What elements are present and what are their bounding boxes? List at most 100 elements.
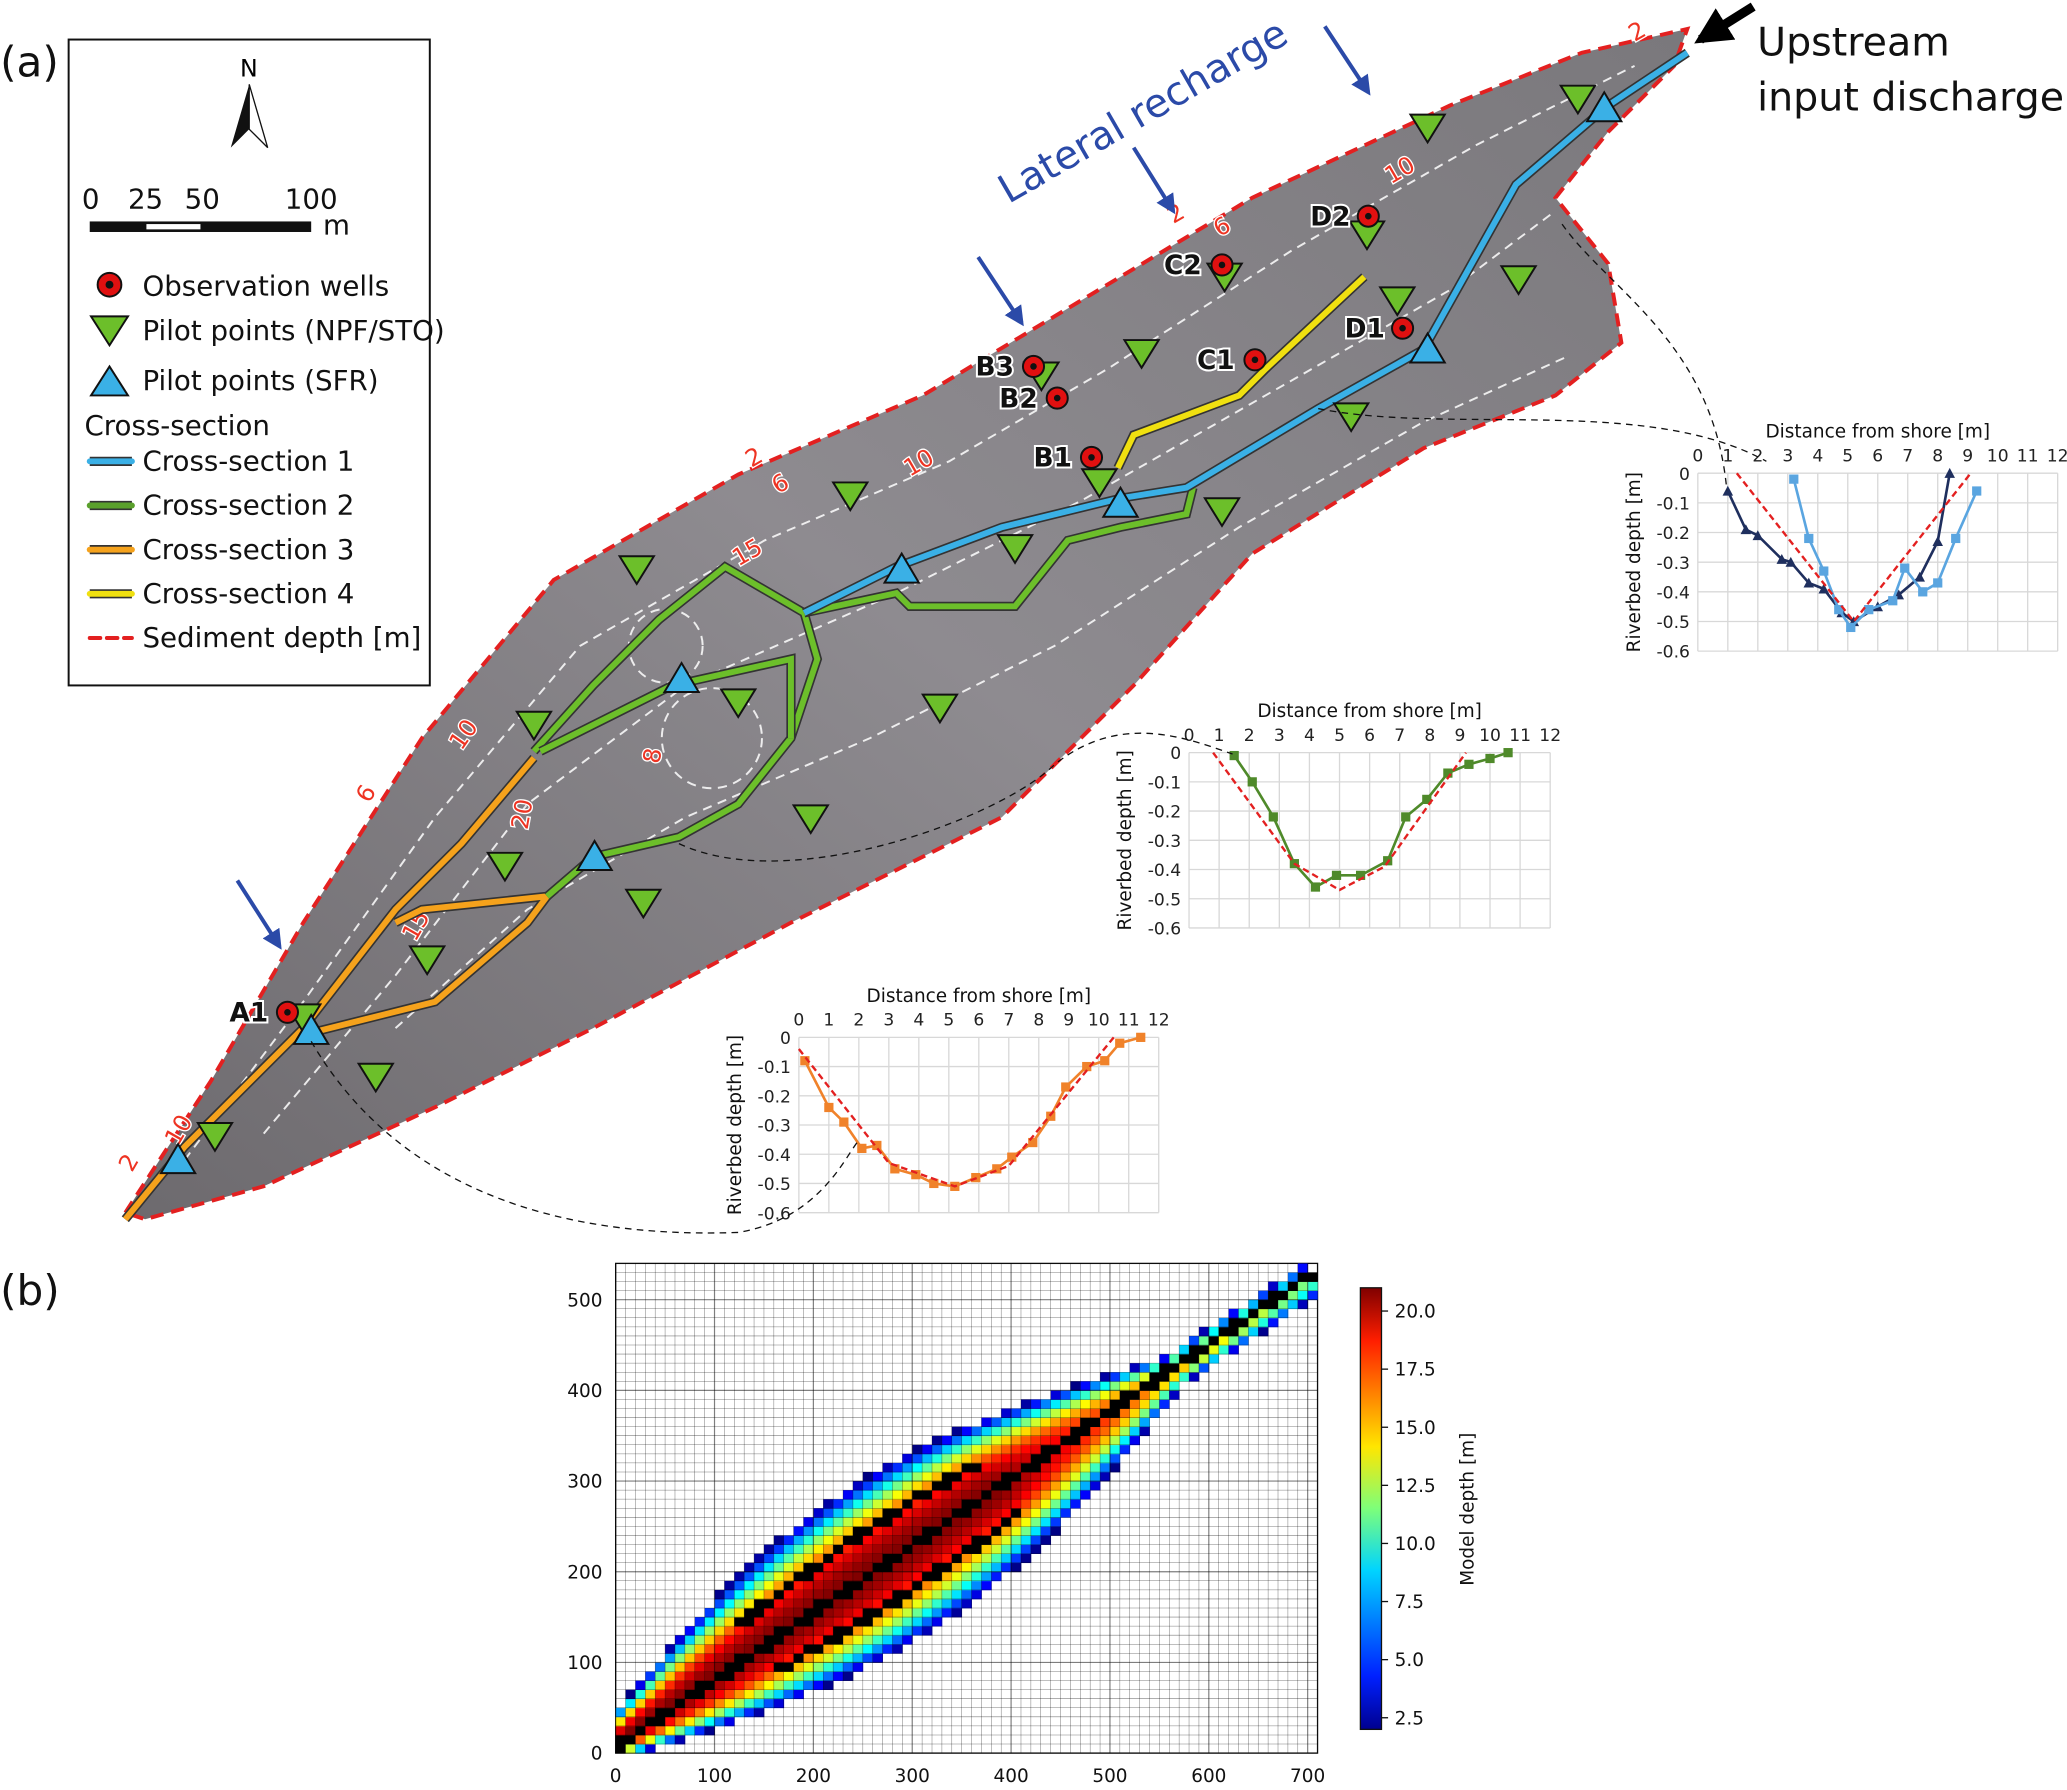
heatmap-cell: [763, 1698, 775, 1709]
x-tick-label: 12: [1539, 726, 1561, 746]
heatmap-cell: [1228, 1345, 1239, 1355]
heatmap-cell: [665, 1716, 676, 1727]
scale-label-100: 100: [285, 182, 338, 215]
well-center: [1088, 454, 1095, 461]
heatmap-cell: [635, 1734, 646, 1745]
heatmap-cell: [941, 1508, 953, 1518]
heatmap-cell: [872, 1535, 883, 1545]
heatmap-cell: [912, 1453, 923, 1464]
scale-label-25: 25: [128, 182, 163, 215]
heatmap-cell: [882, 1580, 893, 1591]
data-point: [1804, 533, 1814, 544]
heatmap-cell: [714, 1707, 725, 1718]
heatmap-cell: [783, 1553, 794, 1564]
heatmap-cell: [714, 1716, 725, 1727]
heatmap-cell: [843, 1571, 854, 1582]
heatmap-cell: [1001, 1408, 1012, 1418]
heatmap-cell: [803, 1671, 814, 1681]
heatmap-cell: [912, 1626, 923, 1636]
heatmap-cell: [971, 1453, 982, 1464]
heatmap-cell: [813, 1553, 824, 1564]
heatmap-cell: [1070, 1499, 1081, 1509]
colorbar-tick-label: 10.0: [1395, 1534, 1436, 1555]
model-depth-grid: 0 100 200 300 400 500 600 700 0 100 200 300 400 500 2.…: [567, 1262, 1479, 1787]
heatmap-cell: [961, 1481, 972, 1491]
heatmap-cell: [971, 1508, 982, 1518]
heatmap-cell: [754, 1598, 765, 1609]
heatmap-cell: [674, 1671, 686, 1681]
x-tick-label: 12: [2047, 446, 2067, 466]
heatmap-cell: [625, 1698, 636, 1709]
heatmap-cell: [991, 1444, 1002, 1455]
heatmap-cell: [724, 1671, 735, 1681]
data-point: [857, 1143, 867, 1153]
heatmap-cell: [1129, 1435, 1141, 1446]
heatmap-cell: [1040, 1499, 1052, 1509]
heatmap-cell: [1040, 1453, 1052, 1464]
data-point: [1944, 467, 1955, 478]
heatmap-cell: [991, 1453, 1002, 1464]
pilot-point-sfr-icon: [159, 1142, 197, 1175]
heatmap-cell: [704, 1725, 715, 1736]
heatmap-cell: [1030, 1435, 1042, 1446]
heatmap-cell: [902, 1607, 913, 1618]
heatmap-cell: [882, 1544, 893, 1554]
heatmap-cell: [734, 1580, 745, 1591]
heatmap-cell: [961, 1517, 972, 1527]
heatmap-cell: [754, 1698, 765, 1709]
heatmap-cell: [941, 1517, 953, 1527]
heatmap-cell: [734, 1607, 745, 1618]
x-tick-label: 300: [895, 1766, 930, 1787]
heatmap-cell: [971, 1544, 982, 1554]
heatmap-cell: [813, 1644, 824, 1654]
heatmap-cell: [635, 1744, 646, 1754]
heatmap-cell: [1011, 1535, 1022, 1545]
heatmap-cell: [714, 1680, 725, 1691]
heatmap-cell: [981, 1471, 992, 1482]
heatmap-cell: [843, 1598, 854, 1609]
heatmap-cell: [862, 1635, 874, 1645]
heatmap-cell: [1189, 1363, 1200, 1373]
heatmap-cell: [872, 1589, 883, 1600]
heatmap-cell: [1080, 1462, 1091, 1473]
heatmap-cell: [852, 1580, 864, 1591]
heatmap-cell: [912, 1526, 923, 1536]
heatmap-cell: [932, 1589, 943, 1600]
heatmap-cell: [1297, 1281, 1309, 1291]
heatmap-cell: [1011, 1553, 1022, 1564]
heatmap-cell: [961, 1580, 972, 1591]
heatmap-cell: [1268, 1308, 1279, 1319]
heatmap-cell: [754, 1617, 765, 1627]
heatmap-cell: [862, 1617, 874, 1627]
heatmap-cell: [961, 1526, 972, 1536]
heatmap-cell: [951, 1598, 963, 1609]
x-axis-title: Distance from shore [m]: [1257, 701, 1482, 722]
heatmap-cell: [1268, 1317, 1279, 1328]
x-tick-label: 8: [1424, 726, 1435, 746]
data-point: [1803, 577, 1815, 588]
heatmap-cell: [833, 1571, 844, 1582]
heatmap-cell: [625, 1725, 636, 1736]
heatmap-cell: [941, 1526, 953, 1536]
heatmap-cell: [813, 1671, 824, 1681]
down-triangle-icon: [89, 315, 130, 348]
x-tick-label: 3: [883, 1010, 894, 1030]
heatmap-cell: [1090, 1390, 1101, 1400]
x-tick-label: 200: [796, 1766, 831, 1787]
heatmap-cell: [724, 1653, 735, 1663]
heatmap-cell: [773, 1635, 785, 1645]
heatmap-cell: [902, 1535, 913, 1545]
heatmap-cell: [813, 1544, 824, 1554]
y-tick-label: -0.1: [1148, 773, 1181, 793]
data-point: [890, 1164, 900, 1174]
heatmap-cell: [922, 1571, 933, 1582]
heatmap-cell: [1040, 1444, 1052, 1455]
heatmap-cell: [684, 1725, 696, 1736]
pilot-point-npf-icon: [1408, 113, 1447, 145]
heatmap-cell: [1090, 1471, 1101, 1482]
heatmap-cell: [744, 1707, 755, 1718]
heatmap-cell: [803, 1626, 814, 1636]
heatmap-cell: [1169, 1354, 1180, 1364]
heatmap-cell: [754, 1607, 765, 1618]
heatmap-cell: [991, 1553, 1002, 1564]
